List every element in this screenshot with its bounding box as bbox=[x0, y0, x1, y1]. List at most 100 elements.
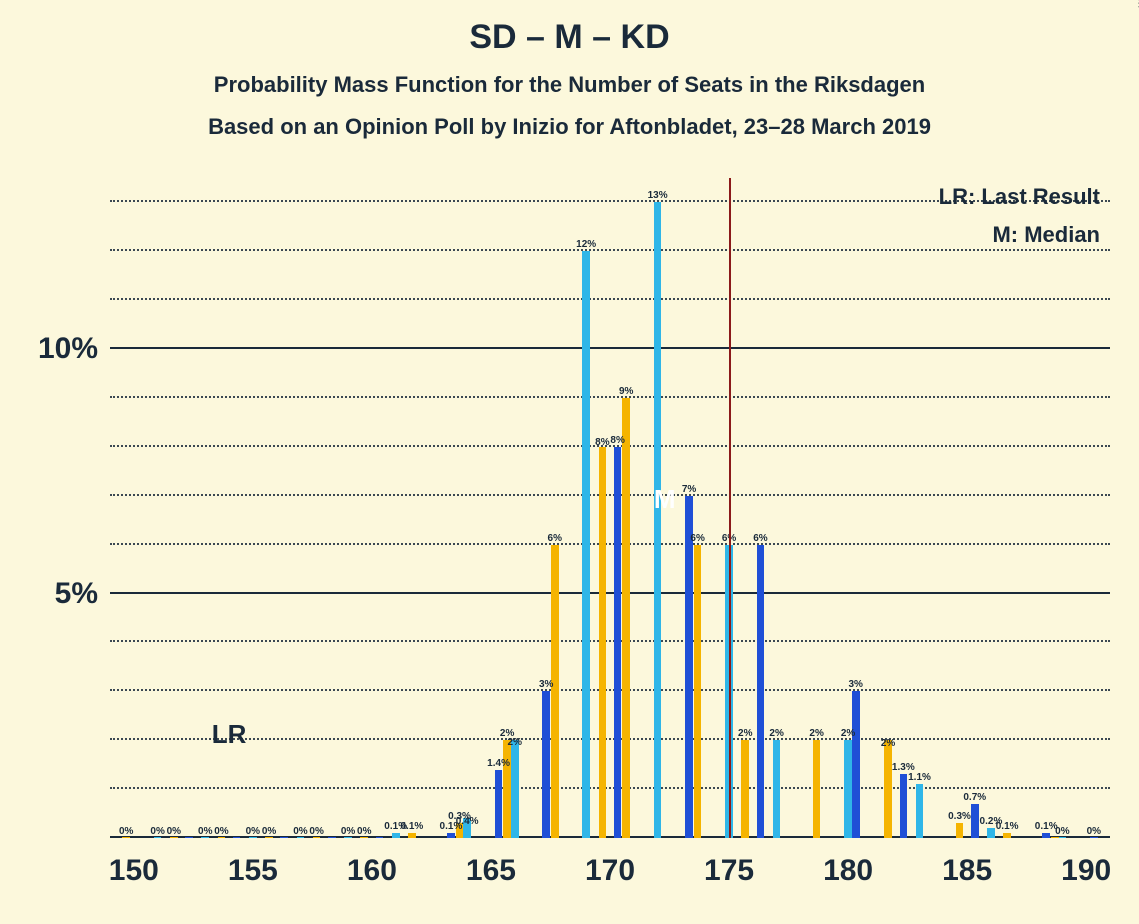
bar bbox=[503, 740, 511, 838]
bar-value-label: 0% bbox=[1055, 826, 1069, 838]
bar-value-label: 0% bbox=[1087, 826, 1101, 838]
chart-subtitle-2: Based on an Opinion Poll by Inizio for A… bbox=[0, 114, 1139, 140]
bar-value-label: 0% bbox=[214, 826, 228, 838]
bar-value-label: 2% bbox=[881, 738, 895, 750]
x-tick-label: 170 bbox=[585, 838, 635, 888]
bar bbox=[654, 202, 662, 838]
gridline-minor bbox=[110, 689, 1110, 691]
gridline-major bbox=[110, 347, 1110, 349]
bar bbox=[956, 823, 964, 838]
x-tick-label: 160 bbox=[347, 838, 397, 888]
bar-value-label: 2% bbox=[769, 728, 783, 740]
bar-value-label: 12% bbox=[576, 239, 596, 251]
bar-value-label: 9% bbox=[619, 386, 633, 398]
bar-value-label: 0% bbox=[262, 826, 276, 838]
bar bbox=[280, 837, 288, 838]
x-tick-label: 175 bbox=[704, 838, 754, 888]
bar bbox=[813, 740, 821, 838]
bar bbox=[408, 833, 416, 838]
bar bbox=[773, 740, 781, 838]
gridline-minor bbox=[110, 396, 1110, 398]
bar-value-label: 0% bbox=[357, 826, 371, 838]
bar-value-label: 8% bbox=[610, 435, 624, 447]
bar-value-label: 0% bbox=[167, 826, 181, 838]
x-tick-label: 180 bbox=[823, 838, 873, 888]
x-tick-label: 165 bbox=[466, 838, 516, 888]
gridline-minor bbox=[110, 543, 1110, 545]
majority-threshold-line bbox=[729, 178, 731, 838]
y-tick-label: 5% bbox=[55, 577, 110, 611]
bar bbox=[614, 447, 622, 838]
bar-value-label: 0% bbox=[150, 826, 164, 838]
bar bbox=[685, 496, 693, 838]
bar-value-label: 3% bbox=[848, 679, 862, 691]
bar-value-label: 1.4% bbox=[487, 758, 510, 770]
bar-value-label: 8% bbox=[595, 437, 609, 449]
gridline-minor bbox=[110, 298, 1110, 300]
bar bbox=[599, 447, 607, 838]
bar-value-label: 2% bbox=[508, 737, 522, 749]
bar-value-label: 0.3% bbox=[948, 811, 971, 823]
bar-value-label: 0% bbox=[309, 826, 323, 838]
bar bbox=[884, 740, 892, 838]
bar-value-label: 0% bbox=[198, 826, 212, 838]
gridline-major bbox=[110, 592, 1110, 594]
bar bbox=[757, 545, 765, 838]
bar bbox=[852, 691, 860, 838]
bar-value-label: 6% bbox=[548, 533, 562, 545]
x-tick-label: 190 bbox=[1061, 838, 1111, 888]
bar bbox=[542, 691, 550, 838]
bar bbox=[328, 837, 336, 838]
x-tick-label: 185 bbox=[942, 838, 992, 888]
last-result-marker: LR bbox=[212, 719, 247, 750]
bar bbox=[511, 740, 519, 838]
bar-value-label: 1.1% bbox=[908, 772, 931, 784]
bar-value-label: 2% bbox=[738, 728, 752, 740]
plot-area: 0%0%0%0%0%0%0%0%0%0%0%0.1%0.1%0.1%0.3%0.… bbox=[110, 178, 1110, 838]
gridline-minor bbox=[110, 640, 1110, 642]
chart-title: SD – M – KD bbox=[0, 18, 1139, 57]
bar-value-label: 6% bbox=[753, 533, 767, 545]
bar bbox=[916, 784, 924, 838]
bar-value-label: 13% bbox=[648, 190, 668, 202]
x-tick-label: 150 bbox=[109, 838, 159, 888]
bar bbox=[622, 398, 630, 838]
legend-lr: LR: Last Result bbox=[939, 184, 1100, 210]
gridline-minor bbox=[110, 787, 1110, 789]
bar bbox=[971, 804, 979, 838]
copyright-label: © 2020 Filip van Laenen bbox=[1135, 0, 1139, 8]
chart-subtitle-1: Probability Mass Function for the Number… bbox=[0, 72, 1139, 98]
bar bbox=[900, 774, 908, 838]
gridline-minor bbox=[110, 738, 1110, 740]
bar-value-label: 0% bbox=[293, 826, 307, 838]
bar-value-label: 7% bbox=[682, 484, 696, 496]
bar-value-label: 2% bbox=[841, 728, 855, 740]
bar-value-label: 0.1% bbox=[996, 821, 1019, 833]
x-tick-label: 155 bbox=[228, 838, 278, 888]
bar-value-label: 2% bbox=[809, 728, 823, 740]
y-tick-label: 10% bbox=[38, 332, 110, 366]
bar bbox=[1042, 833, 1050, 838]
bar bbox=[447, 833, 455, 838]
bar bbox=[694, 545, 702, 838]
bar bbox=[1003, 833, 1011, 838]
bar bbox=[844, 740, 852, 838]
gridline-minor bbox=[110, 249, 1110, 251]
bar-value-label: 0% bbox=[341, 826, 355, 838]
bar-value-label: 3% bbox=[539, 679, 553, 691]
bar bbox=[741, 740, 749, 838]
legend-m: M: Median bbox=[992, 222, 1100, 248]
median-marker: M bbox=[654, 484, 676, 515]
bar-value-label: 0.1% bbox=[400, 821, 423, 833]
bar bbox=[582, 251, 590, 838]
bar-value-label: 6% bbox=[690, 533, 704, 545]
bar bbox=[185, 837, 193, 838]
bar-value-label: 0.4% bbox=[456, 816, 479, 828]
bar-value-label: 0% bbox=[246, 826, 260, 838]
gridline-minor bbox=[110, 494, 1110, 496]
bar bbox=[987, 828, 995, 838]
bar-value-label: 0% bbox=[119, 826, 133, 838]
chart-canvas: SD – M – KD Probability Mass Function fo… bbox=[0, 0, 1139, 924]
bar-value-label: 0.7% bbox=[963, 792, 986, 804]
bar bbox=[495, 770, 503, 838]
